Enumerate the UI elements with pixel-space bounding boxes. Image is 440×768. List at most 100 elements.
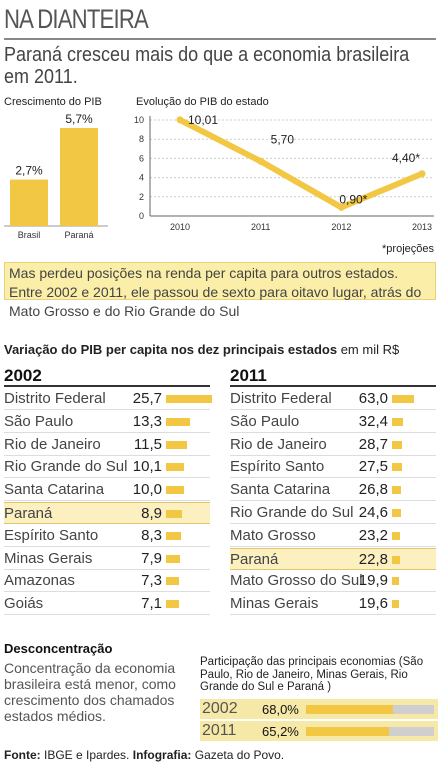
- line-ytick-label: 0: [139, 211, 144, 221]
- year-2011-divider: [230, 385, 436, 387]
- year-2011-heading: 2011: [230, 366, 267, 385]
- state-value: 13,3: [132, 412, 162, 430]
- per-capita-row: Minas Gerais 19,6: [230, 593, 436, 616]
- state-name: Mato Grosso do Sul: [230, 572, 363, 590]
- per-capita-row: Espírito Santo 27,5: [230, 456, 436, 479]
- state-bar: [392, 395, 414, 403]
- growth-chart-title: Crescimento do PIB: [4, 96, 102, 108]
- state-value: 32,4: [358, 412, 388, 430]
- state-name: Goiás: [4, 595, 44, 613]
- year-2002-divider: [4, 385, 210, 387]
- growth-bar: [10, 179, 48, 226]
- state-name: São Paulo: [230, 412, 300, 430]
- state-name: Distrito Federal: [230, 390, 332, 407]
- participation-year: 2011: [202, 722, 237, 739]
- per-capita-row: Distrito Federal 25,7: [4, 388, 212, 410]
- state-value: 7,9: [141, 549, 162, 567]
- state-name: Rio de Janeiro: [4, 435, 101, 453]
- line-xtick-label: 2010: [170, 222, 190, 232]
- growth-bar: [60, 128, 98, 226]
- state-bar: [166, 577, 180, 586]
- state-value: 8,9: [141, 505, 162, 522]
- state-name: Minas Gerais: [230, 595, 319, 613]
- participation-value: 68,0%: [262, 702, 299, 717]
- state-name: Minas Gerais: [4, 549, 93, 567]
- state-name: Espírito Santo: [4, 526, 99, 544]
- state-name: Paraná: [4, 505, 53, 522]
- growth-bar-chart: 2,7% Brasil 5,7% Paraná: [4, 112, 108, 240]
- per-capita-row: Distrito Federal 63,0: [230, 388, 436, 410]
- per-capita-row: Santa Catarina 26,8: [230, 479, 436, 502]
- state-value: 22,8: [358, 550, 388, 568]
- title-divider: [4, 38, 436, 40]
- state-value: 11,5: [133, 435, 162, 453]
- line-ytick-label: 2: [139, 192, 144, 202]
- state-value: 7,1: [141, 595, 162, 613]
- state-value: 7,3: [141, 572, 162, 590]
- line-series: [177, 116, 425, 211]
- per-capita-row: São Paulo 13,3: [4, 411, 210, 433]
- per-capita-heading: Variação do PIB per capita nos dez princ…: [4, 342, 399, 357]
- per-capita-row: Mato Grosso do Sul 19,9: [230, 570, 436, 593]
- per-capita-row: Rio Grande do Sul 10,1: [4, 456, 210, 479]
- line-value-label: 4,40*: [392, 151, 420, 165]
- state-bar: [166, 486, 184, 495]
- state-bar: [166, 440, 187, 449]
- infographic-label: Infografia:: [132, 748, 192, 762]
- line-xtick-label: 2012: [331, 222, 351, 232]
- state-bar: [166, 417, 190, 426]
- per-capita-row: Amazonas 7,3: [4, 570, 210, 593]
- participation-fill: [306, 705, 394, 714]
- growth-category-label: Brasil: [18, 230, 41, 240]
- line-value-label: 0,90*: [339, 192, 367, 206]
- line-ytick-label: 6: [139, 153, 144, 163]
- per-capita-row: Espírito Santo 8,3: [4, 525, 210, 547]
- participation-row: 2002 68,0%: [200, 699, 438, 719]
- state-bar: [166, 510, 182, 518]
- line-ytick-label: 10: [134, 115, 144, 125]
- state-bar: [392, 417, 404, 426]
- state-bar: [166, 531, 181, 540]
- state-name: Rio Grande do Sul: [230, 504, 354, 521]
- state-value: 28,7: [358, 435, 388, 453]
- participation-title: Participação das principais economias (S…: [200, 656, 424, 693]
- line-chart-title: Evolução do PIB do estado: [136, 96, 269, 108]
- state-value: 8,3: [141, 526, 162, 544]
- per-capita-heading-title: Variação do PIB per capita nos dez princ…: [4, 342, 338, 357]
- gdp-line-chart: 10 8 6 4 2 0 10,01 2010 5,70 2011 0,90* 2012 4,40* 20…: [134, 113, 435, 255]
- line-ytick-label: 4: [139, 173, 144, 183]
- state-name: Amazonas: [4, 572, 75, 590]
- state-name: Espírito Santo: [230, 458, 325, 476]
- state-value: 19,9: [358, 572, 388, 590]
- state-bar: [166, 395, 212, 403]
- per-capita-heading-unit: em mil R$: [340, 342, 400, 357]
- per-capita-row: Rio Grande do Sul 24,6: [230, 502, 436, 524]
- state-value: 19,6: [358, 595, 388, 613]
- participation-value: 65,2%: [262, 724, 299, 739]
- participation-fill: [306, 727, 390, 736]
- line-point: [176, 116, 184, 124]
- state-name: Santa Catarina: [230, 481, 331, 499]
- growth-value-label: 5,7%: [65, 112, 93, 126]
- info-callout: Mas perdeu posições na renda per capita …: [4, 262, 436, 319]
- per-capita-row: Paraná 8,9: [4, 502, 210, 524]
- state-value: 25,7: [132, 390, 162, 407]
- state-value: 24,6: [358, 504, 388, 521]
- line-point: [418, 170, 426, 178]
- growth-category-label: Paraná: [64, 230, 93, 240]
- line-ytick-label: 8: [139, 134, 144, 144]
- per-capita-row: Paraná 22,8: [230, 547, 436, 570]
- state-bar: [392, 600, 399, 609]
- participation-track: [306, 727, 434, 736]
- line-value-label: 5,70: [271, 132, 295, 146]
- per-capita-row: Rio de Janeiro 28,7: [230, 434, 436, 456]
- participation-row: 2011 65,2%: [200, 721, 438, 741]
- line-value-label: 10,01: [188, 113, 218, 127]
- state-bar: [392, 531, 401, 540]
- state-name: Rio de Janeiro: [230, 435, 327, 453]
- state-value: 10,0: [132, 481, 162, 499]
- state-value: 63,0: [358, 390, 388, 407]
- per-capita-row: Santa Catarina 10,0: [4, 479, 210, 502]
- state-name: Paraná: [230, 550, 279, 568]
- state-value: 23,2: [358, 526, 388, 544]
